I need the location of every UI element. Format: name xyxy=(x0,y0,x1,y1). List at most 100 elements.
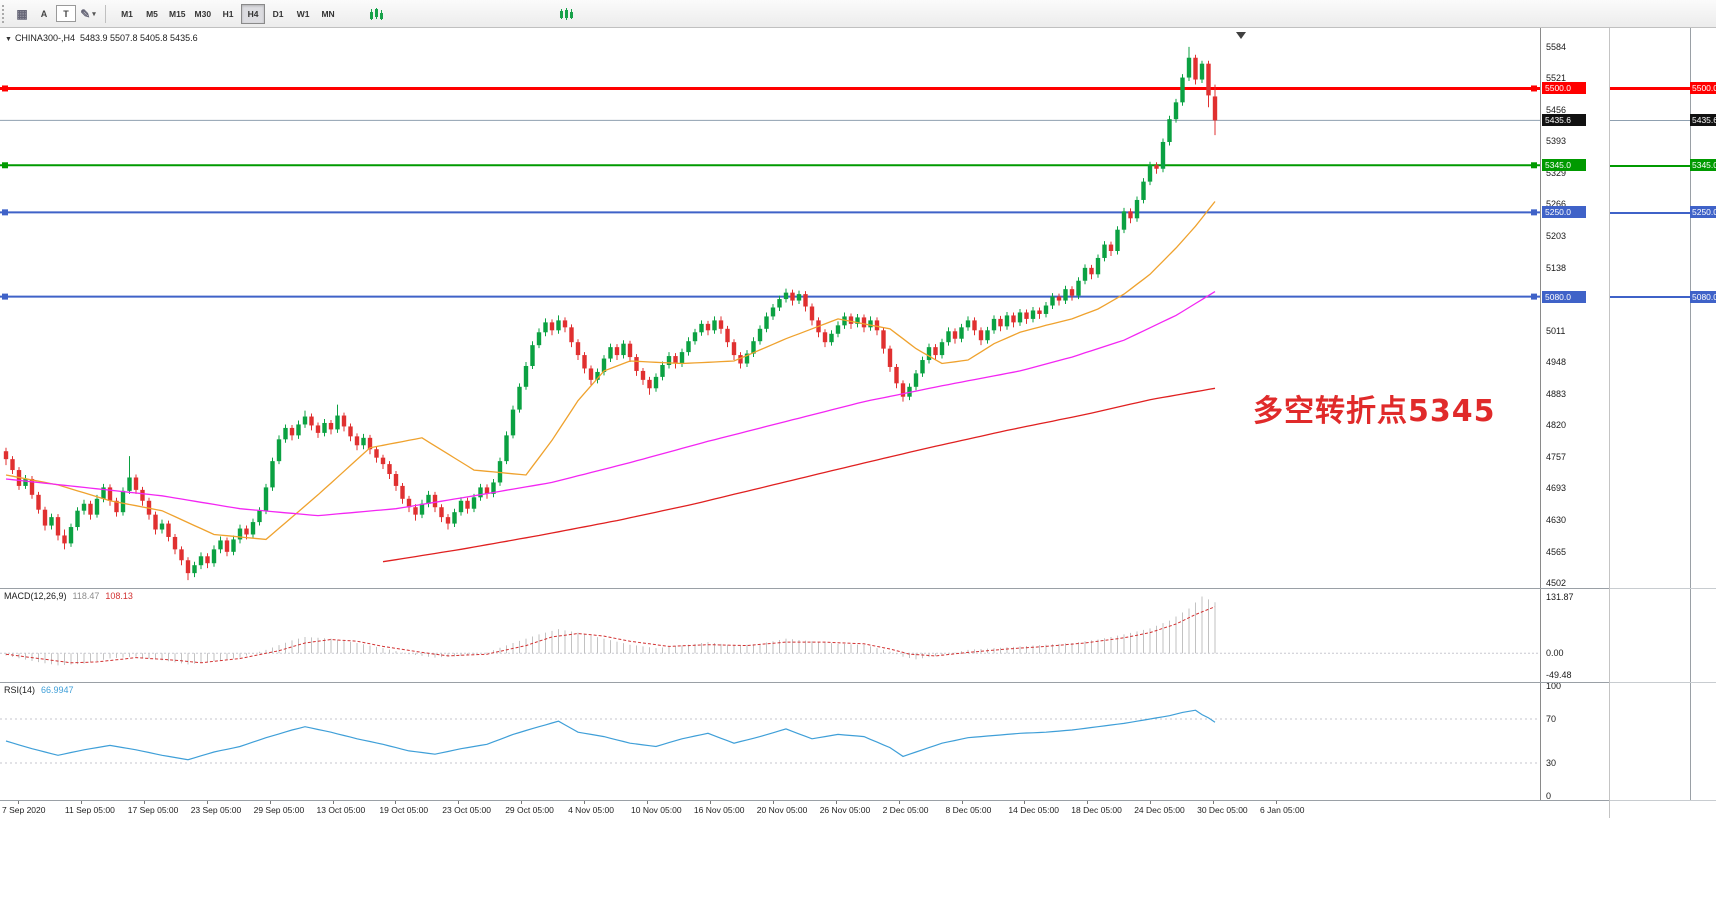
price-tick: 5393 xyxy=(1546,136,1567,147)
hline-5250.0[interactable] xyxy=(0,209,1540,216)
timeframe-button-h4[interactable]: H4 xyxy=(241,3,266,24)
price-tag: 5435.6 xyxy=(1542,114,1586,127)
line-handle[interactable] xyxy=(1531,209,1537,216)
price-tag: 5250.0 xyxy=(1542,206,1586,219)
time-tick xyxy=(961,801,963,804)
time-label: 19 Oct 05:00 xyxy=(379,805,429,815)
price-tick: 5266 xyxy=(1546,199,1567,210)
symbol-timeframe-label: CHINA300-,H4 xyxy=(14,33,75,43)
time-tick xyxy=(898,801,900,804)
price-tick: 5456 xyxy=(1546,105,1567,116)
toolbar-grip[interactable] xyxy=(2,4,7,23)
timeframe-button-m15[interactable]: M15 xyxy=(165,4,190,24)
time-label: 2 Dec 05:00 xyxy=(882,805,929,815)
sliver-separator xyxy=(1610,588,1716,589)
time-label: 8 Dec 05:00 xyxy=(945,805,992,815)
price-tick: 4630 xyxy=(1546,514,1567,525)
line-handle[interactable] xyxy=(2,209,8,216)
sliver-price-tag: 5080.0 xyxy=(1690,290,1716,303)
time-label: 30 Dec 05:00 xyxy=(1197,805,1248,815)
line-handle[interactable] xyxy=(1531,162,1537,169)
sliver-hline xyxy=(1610,120,1690,122)
time-tick xyxy=(458,801,460,804)
hline-5500.0[interactable] xyxy=(0,85,1540,92)
time-axis[interactable]: 7 Sep 2020 11 Sep 05:00 17 Sep 05:00 23 Sep… xyxy=(0,801,1609,818)
time-tick xyxy=(206,801,208,804)
rsi-label: RSI(14) 66.9947 xyxy=(4,685,80,695)
price-tag: 5080.0 xyxy=(1542,290,1586,303)
time-label: 4 Nov 05:00 xyxy=(568,805,614,815)
candles-icon[interactable] xyxy=(556,4,576,24)
price-tag: 5500.0 xyxy=(1542,82,1586,95)
rsi-line xyxy=(5,709,1216,761)
green-candles-glyph xyxy=(560,8,573,20)
rsi-panel[interactable]: RSI(14) 66.9947 xyxy=(0,683,1540,799)
time-label: 29 Sep 05:00 xyxy=(253,805,305,815)
timeframe-button-m30[interactable]: M30 xyxy=(191,4,216,24)
time-tick xyxy=(1213,801,1215,804)
time-tick xyxy=(18,801,19,804)
rsi-name: RSI(14) xyxy=(4,685,36,695)
rsi-plot xyxy=(0,709,1540,764)
macd-tick: -49.48 xyxy=(1546,669,1572,680)
draw-tool-button[interactable]: ✎ ▾ xyxy=(78,4,98,24)
sliver-hline xyxy=(1610,296,1690,299)
chart-grid-icon[interactable]: ▦ xyxy=(12,4,32,24)
arrow-tool-button[interactable]: A xyxy=(34,4,54,24)
macd-tick: 131.87 xyxy=(1546,591,1574,602)
timeframe-button-m1[interactable]: M1 xyxy=(115,4,139,24)
rsi-tick: 30 xyxy=(1546,758,1557,768)
sliver-price-tag: 5250.0 xyxy=(1690,206,1716,219)
caret-down-icon: ▾ xyxy=(92,10,96,18)
panel-separator[interactable] xyxy=(0,682,1609,683)
time-tick xyxy=(772,801,774,804)
time-tick xyxy=(332,801,334,804)
price-axis[interactable]: 5584 5521 5456 5393 5329 5266 5203 5138 5011 4948… xyxy=(1540,28,1609,818)
panel-separator[interactable] xyxy=(0,588,1609,589)
timeframe-button-d1[interactable]: D1 xyxy=(266,4,290,24)
sliver-hline xyxy=(1610,211,1690,214)
sliver-separator xyxy=(1610,682,1716,683)
line-handle[interactable] xyxy=(1531,85,1537,92)
shift-marker-icon xyxy=(1236,32,1246,39)
macd-main-value: 118.47 xyxy=(72,591,100,601)
price-tick: 5329 xyxy=(1546,168,1567,179)
timeframe-button-m5[interactable]: M5 xyxy=(140,4,164,24)
price-tick: 4820 xyxy=(1546,420,1567,431)
ohlc-readout: 5483.9 5507.8 5405.8 5435.6 xyxy=(79,33,198,43)
price-plot[interactable] xyxy=(0,28,1540,588)
price-tick: 5138 xyxy=(1546,262,1567,273)
hline-5080.0[interactable] xyxy=(0,293,1540,300)
timeframe-button-mn[interactable]: MN xyxy=(316,4,340,24)
line-handle[interactable] xyxy=(1531,293,1537,300)
pencil-icon: ✎ xyxy=(80,6,91,21)
candles-icon[interactable] xyxy=(366,4,386,24)
symbol-dropdown-icon[interactable]: ▼ xyxy=(5,36,12,43)
time-tick xyxy=(521,801,523,804)
hline-5345.0[interactable] xyxy=(0,162,1540,169)
line-handle[interactable] xyxy=(2,162,8,169)
line-handle[interactable] xyxy=(2,85,8,92)
adjacent-window-sliver[interactable]: 5500.0 5345.0 5250.0 5080.0 5435.6 xyxy=(1609,28,1716,818)
time-label: 24 Dec 05:00 xyxy=(1134,805,1185,815)
time-label: 11 Sep 05:00 xyxy=(64,805,115,815)
macd-plot xyxy=(0,596,1540,666)
time-tick xyxy=(80,801,82,804)
macd-signal-value: 108.13 xyxy=(105,591,133,601)
macd-panel[interactable]: MACD(12,26,9) 118.47 108.13 xyxy=(0,589,1540,681)
line-handle[interactable] xyxy=(2,293,8,300)
ma-fast-line xyxy=(5,201,1216,541)
timeframe-button-w1[interactable]: W1 xyxy=(291,4,315,24)
timeframe-button-h1[interactable]: H1 xyxy=(216,4,240,24)
text-tool-button[interactable]: T xyxy=(56,5,76,22)
price-tick: 5521 xyxy=(1546,73,1567,84)
price-tick: 4565 xyxy=(1546,546,1567,557)
price-tick: 5203 xyxy=(1546,230,1567,241)
time-label: 23 Oct 05:00 xyxy=(442,805,491,815)
macd-tick: 0.00 xyxy=(1546,648,1564,659)
price-chart-panel[interactable]: ▼ CHINA300-,H4 5483.9 5507.8 5405.8 5435.6… xyxy=(0,28,1540,588)
time-tick xyxy=(269,801,271,804)
chart-annotation-text[interactable]: 多空转折点5345 xyxy=(1253,394,1496,429)
panel-separator xyxy=(0,800,1609,801)
price-tag: 5345.0 xyxy=(1542,159,1586,172)
